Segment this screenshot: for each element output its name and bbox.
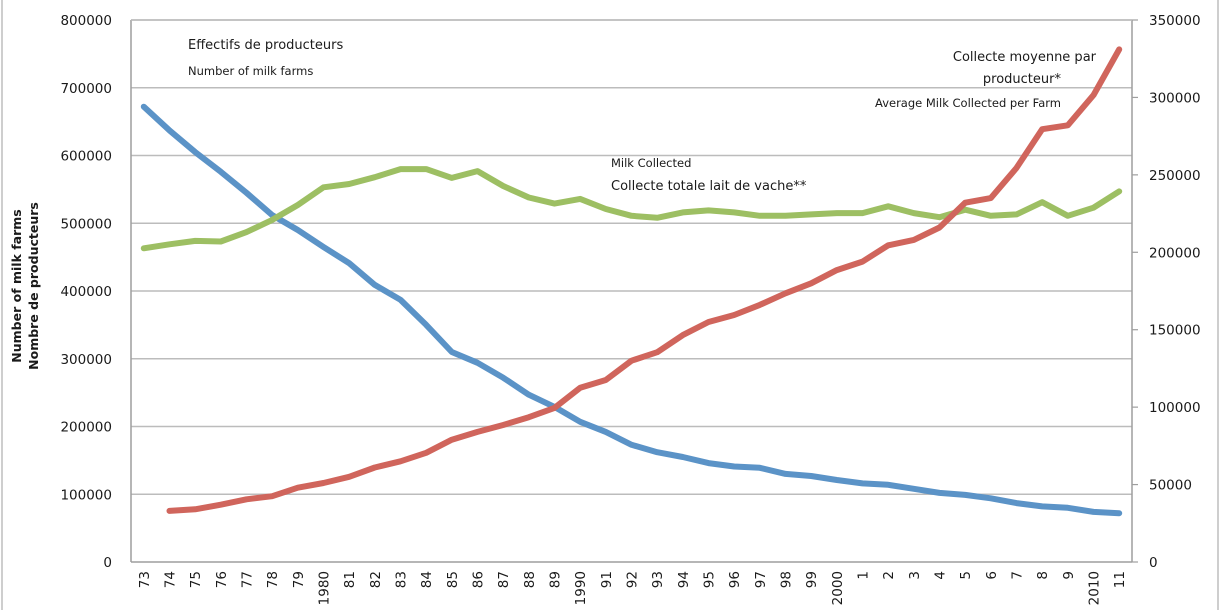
x-tick-label: 6 [984,571,1000,580]
y-tick-label: 800000 [60,13,112,29]
series-line-average-per-farm [166,46,1123,514]
y2-tick-label: 50000 [1149,478,1192,494]
x-tick-label: 77 [240,571,256,588]
y2-tick-label: 350000 [1149,13,1201,29]
x-tick-label: 5 [958,571,974,580]
x-tick-label: 9 [1061,571,1077,580]
x-tick-label: 88 [522,571,538,588]
y-axis-left-ticks: 0 100000 200000 300000 400000 500000 600000 700… [60,13,112,571]
x-tick-label: 1980 [317,571,333,605]
x-tick-label: 2010 [1087,571,1103,605]
x-tick-label: 2 [881,571,897,580]
x-tick-label: 79 [291,571,307,588]
x-tick-label: 3 [907,571,923,580]
annotation-farms-en: Number of milk farms [188,64,313,78]
x-tick-label: 1990 [573,571,589,605]
y2-tick-label: 0 [1149,555,1158,571]
y2-tick-label: 100000 [1149,400,1201,416]
x-tick-label: 96 [727,571,743,588]
x-tick-label: 85 [445,571,461,588]
y2-tick-label: 200000 [1149,245,1201,261]
annotation-avg-en: Average Milk Collected per Farm [875,96,1061,110]
x-tick-label: 92 [625,571,641,588]
x-tick-label: 93 [650,571,666,588]
annotation-farms-fr: Effectifs de producteurs [188,38,343,53]
x-tick-label: 97 [753,571,769,588]
x-tick-label: 75 [188,571,204,588]
y2-tick-label: 300000 [1149,90,1201,106]
y-tick-label: 600000 [60,149,112,165]
x-tick-label: 7 [1010,571,1026,580]
x-tick-label: 86 [471,571,487,588]
x-tick-label: 94 [676,571,692,588]
y-axis-title-en: Number of milk farms [9,209,24,362]
annotation-avg-fr-2: producteur* [983,72,1062,87]
x-tick-label: 83 [394,571,410,588]
annotation-avg-fr-1: Collecte moyenne par [953,50,1097,65]
x-axis-ticks: 73 74 75 76 77 78 79 1980 81 82 83 84 85 86 87 88 89 1990… [137,571,1128,605]
y-tick-label: 500000 [60,216,112,232]
x-tick-label: 74 [163,571,179,588]
x-tick-label: 89 [548,571,564,588]
axes [130,19,1133,563]
y2-tick-label: 250000 [1149,168,1201,184]
x-tick-label: 1 [856,571,872,580]
y2-tick-label: 150000 [1149,323,1201,339]
y-tick-label: 100000 [60,487,112,503]
y-axis-title-fr: Nombre de producteurs [26,202,41,370]
y-tick-label: 300000 [60,352,112,368]
annotation-milk-en: Milk Collected [611,156,691,170]
series-lines [140,46,1123,517]
x-tick-label: 11 [1112,571,1128,588]
y-tick-label: 200000 [60,420,112,436]
y-tick-label: 700000 [60,81,112,97]
y-tick-label: 0 [103,555,112,571]
x-tick-label: 81 [342,571,358,588]
x-tick-label: 91 [599,571,615,588]
x-tick-label: 78 [265,571,281,588]
y-axis-title: Number of milk farms Nombre de producteu… [9,202,41,370]
x-tick-label: 82 [368,571,384,588]
x-tick-label: 99 [804,571,820,588]
x-tick-label: 8 [1035,571,1051,580]
y-axis-right-ticks: 0 50000 100000 150000 200000 250000 300000 3500… [1132,13,1201,571]
x-tick-label: 2000 [830,571,846,605]
y-tick-label: 400000 [60,284,112,300]
annotation-milk-fr: Collecte totale lait de vache** [611,179,807,194]
x-tick-label: 76 [214,571,230,588]
x-tick-label: 4 [933,571,949,580]
x-tick-label: 95 [702,571,718,588]
x-tick-label: 87 [496,571,512,588]
x-tick-label: 84 [419,571,435,588]
x-tick-label: 73 [137,571,153,588]
x-tick-label: 98 [779,571,795,588]
